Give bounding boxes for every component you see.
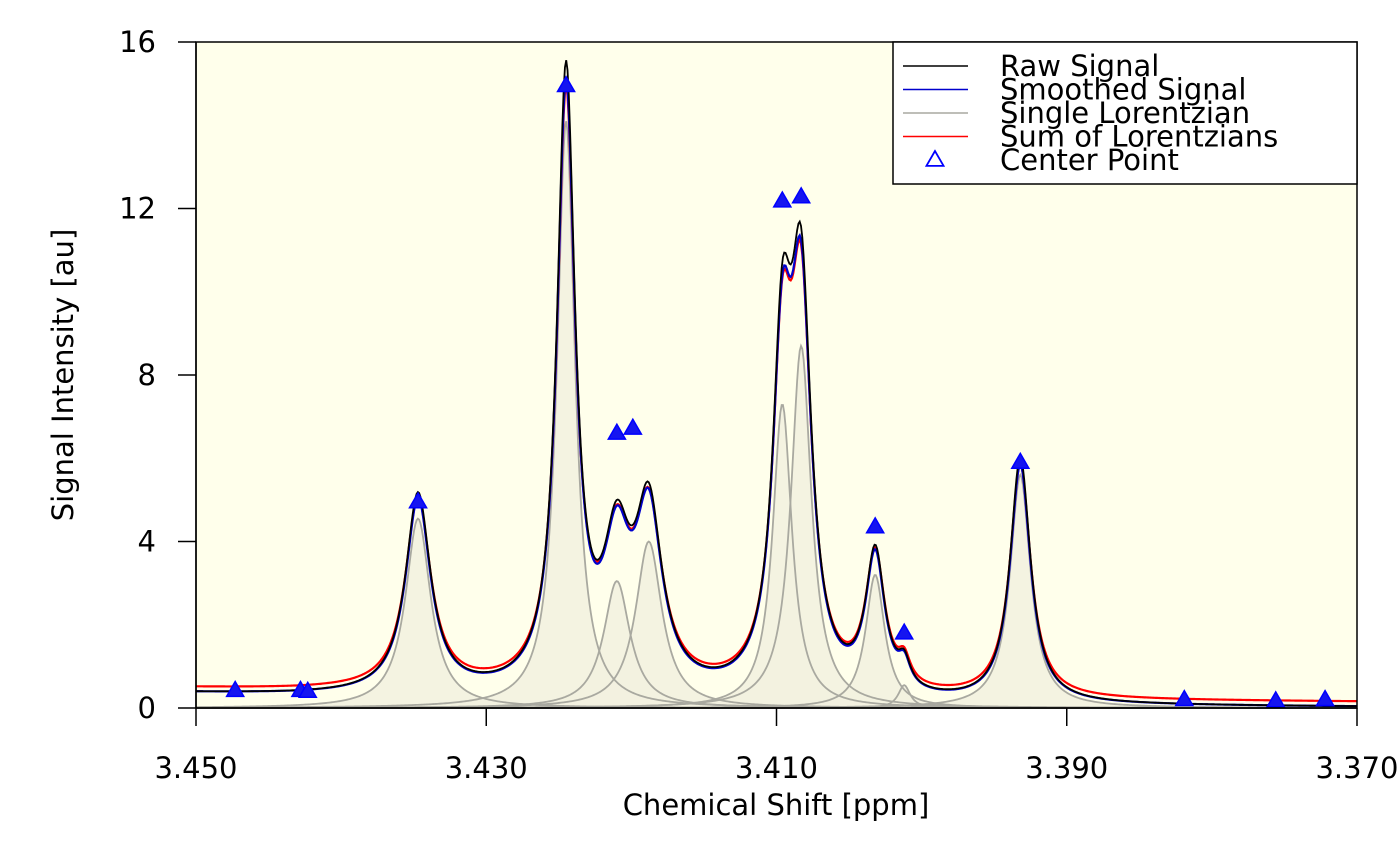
center-point-6: [607, 422, 627, 440]
legend-label-single-lorentzian: Single Lorentzian: [1000, 96, 1250, 130]
legend-label-center-point: Center Point: [1000, 143, 1179, 177]
x-tick-label: 3.410: [735, 751, 818, 785]
x-tick-label: 3.370: [1315, 751, 1398, 785]
legend-box: [892, 41, 1358, 185]
center-point-13: [1174, 689, 1195, 707]
center-points: [225, 75, 1335, 708]
raw-signal-line: [196, 60, 1358, 708]
y-tick-label: 4: [138, 525, 156, 559]
center-point-9: [791, 186, 812, 204]
lorentzian-fill-1: [196, 518, 1357, 708]
center-point-1: [225, 680, 246, 698]
center-point-5: [556, 75, 576, 93]
x-axis-title: Chemical Shift [ppm]: [623, 788, 930, 822]
y-tick-label: 12: [119, 192, 156, 226]
y-axis-title: Signal Intensity [au]: [46, 229, 80, 522]
legend-marker-center-point: [924, 149, 946, 167]
center-point-4: [408, 491, 428, 509]
legend-label-smoothed-signal: Smoothed Signal: [1000, 73, 1246, 107]
center-point-8: [772, 190, 793, 208]
x-tick-label: 3.450: [154, 751, 237, 785]
center-point-10: [865, 516, 886, 534]
y-tick-label: 16: [119, 25, 156, 59]
y-axis: 0 4 8 12 16: [119, 25, 197, 725]
center-point-15: [1315, 689, 1335, 707]
center-point-12: [1010, 451, 1031, 470]
center-point-11: [894, 622, 915, 640]
center-point-14: [1265, 690, 1286, 708]
x-tick-label: 3.430: [445, 751, 528, 785]
y-tick-label: 0: [138, 691, 156, 725]
y-tick-label: 8: [138, 358, 156, 392]
center-point-7: [622, 417, 643, 435]
x-axis: 3.450 3.430 3.410 3.390 3.370: [154, 707, 1399, 785]
lorentzian-fill-5: [196, 405, 1357, 708]
legend-label-sum-of-lorentzians: Sum of Lorentzians: [1000, 120, 1278, 154]
legend-label-raw-signal: Raw Signal: [1000, 49, 1159, 83]
center-point-3: [297, 680, 318, 698]
x-tick-label: 3.390: [1025, 751, 1108, 785]
